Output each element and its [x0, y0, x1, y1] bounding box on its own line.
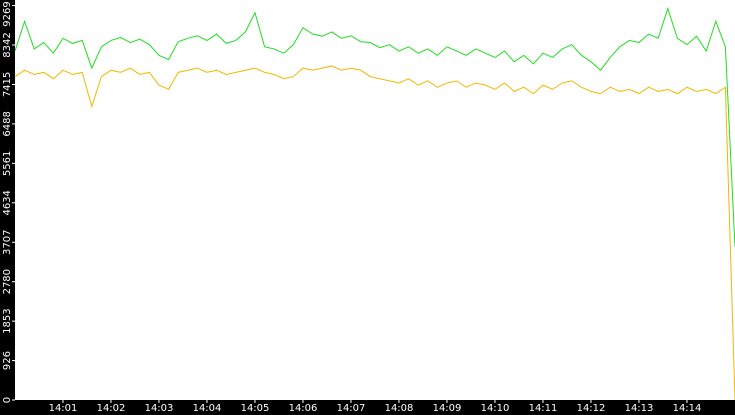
x-tick-label: 14:01: [49, 403, 78, 414]
y-tick-label: 9269: [2, 1, 13, 26]
x-tick-label: 14:07: [337, 403, 366, 414]
data-line: [14, 6, 735, 247]
x-tick-label: 14:10: [481, 403, 510, 414]
x-tick-label: 14:08: [385, 403, 414, 414]
y-tick-label: 0: [2, 397, 13, 403]
y-tick-label: 2780: [2, 269, 13, 294]
y-tick-label: 6488: [2, 111, 13, 136]
y-tick-label: 8342: [2, 32, 13, 57]
y-tick-label: 1853: [2, 308, 13, 333]
y-tick-label: 4634: [2, 190, 13, 215]
x-tick-label: 14:05: [241, 403, 270, 414]
x-tick-label: 14:03: [145, 403, 174, 414]
x-tick-label: 14:06: [289, 403, 318, 414]
x-tick-label: 14:02: [97, 403, 126, 414]
data-line: [14, 65, 735, 401]
y-axis-band: [0, 0, 15, 415]
x-tick-label: 14:09: [433, 403, 462, 414]
x-axis-band: [0, 400, 735, 415]
x-tick-label: 14:11: [529, 403, 558, 414]
y-tick-label: 926: [2, 351, 13, 370]
y-tick-label: 7415: [2, 72, 13, 97]
x-tick-label: 14:04: [193, 403, 222, 414]
x-tick-label: 14:14: [673, 403, 702, 414]
y-tick-label: 3707: [2, 230, 13, 255]
x-tick-label: 14:12: [577, 403, 606, 414]
x-tick-label: 14:13: [625, 403, 654, 414]
y-tick-label: 5561: [2, 151, 13, 176]
